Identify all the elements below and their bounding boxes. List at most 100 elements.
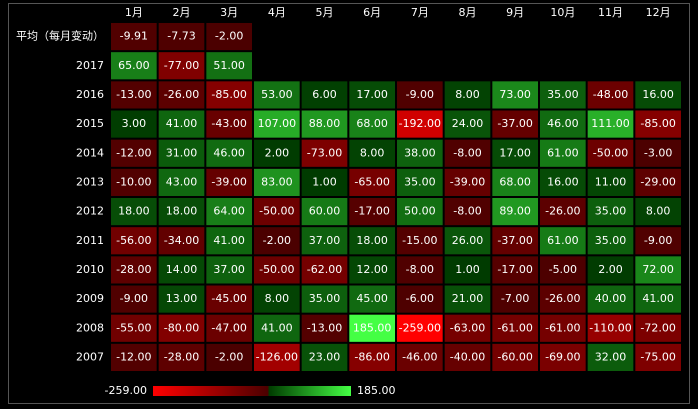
heat-cell	[206, 314, 252, 342]
heat-cell	[158, 227, 205, 255]
cell-label: 38.00	[404, 146, 436, 159]
cell-label: -47.00	[211, 321, 246, 334]
heat-cell	[540, 314, 586, 342]
heat-cell	[301, 227, 348, 255]
row-header: 2007	[76, 350, 104, 363]
heat-cell	[254, 314, 300, 342]
column-header: 7月	[411, 6, 429, 19]
cell-label: -34.00	[164, 234, 199, 247]
heat-cell	[540, 139, 586, 167]
colorbar-min-label: -259.00	[105, 384, 147, 397]
heat-cell	[444, 343, 491, 371]
cell-label: -259.00	[399, 321, 441, 334]
cell-label: -56.00	[116, 234, 151, 247]
cell-label: -15.00	[402, 234, 437, 247]
heat-cell	[254, 343, 300, 371]
heat-cell	[540, 256, 586, 284]
heat-cell	[111, 227, 157, 255]
column-header: 2月	[173, 6, 191, 19]
cell-label: 21.00	[452, 292, 484, 305]
cell-label: -73.00	[307, 146, 342, 159]
cell-label: -7.00	[501, 292, 529, 305]
heat-cell	[111, 139, 157, 167]
cell-label: 68.00	[499, 175, 531, 188]
colorbar-max-label: 185.00	[357, 384, 396, 397]
cell-label: -85.00	[640, 117, 675, 130]
cell-label: 43.00	[166, 175, 198, 188]
cell-label: 23.00	[309, 350, 341, 363]
cell-label: 8.00	[265, 292, 290, 305]
cell-label: -69.00	[545, 350, 580, 363]
cell-label: 1.00	[455, 263, 480, 276]
heat-cell	[206, 168, 252, 196]
cell-label: -5.00	[549, 263, 577, 276]
heat-cell	[635, 285, 681, 313]
heat-cell	[301, 343, 348, 371]
heat-cell	[349, 285, 395, 313]
heat-cell	[492, 139, 538, 167]
heat-cell	[397, 227, 443, 255]
heat-cell	[492, 168, 538, 196]
cell-label: 18.00	[118, 205, 150, 218]
heat-cell	[397, 343, 443, 371]
cell-label: 2.00	[265, 146, 290, 159]
heat-cell	[206, 256, 252, 284]
cell-label: -28.00	[164, 350, 199, 363]
heat-cell	[254, 168, 300, 196]
heat-cell	[492, 81, 538, 109]
cell-label: -77.00	[164, 59, 199, 72]
column-header: 10月	[550, 6, 575, 19]
heat-cell	[158, 52, 205, 80]
heat-cell	[206, 139, 252, 167]
cell-label: 46.00	[547, 117, 579, 130]
row-header: 平均（每月变动）	[16, 29, 104, 43]
cell-label: 13.00	[166, 292, 198, 305]
heat-cell	[492, 110, 538, 138]
heat-cell	[492, 343, 538, 371]
row-header: 2017	[76, 59, 104, 72]
heat-cell	[492, 285, 538, 313]
cell-label: -9.00	[120, 292, 148, 305]
heat-cell	[444, 110, 491, 138]
cell-label: 35.00	[595, 205, 627, 218]
cell-label: -63.00	[450, 321, 485, 334]
row-header: 2012	[76, 205, 104, 218]
heat-cell	[206, 343, 252, 371]
heat-cell	[444, 285, 491, 313]
cell-label: -37.00	[497, 117, 532, 130]
heat-cell	[349, 314, 395, 342]
cell-label: 35.00	[595, 234, 627, 247]
heat-cell	[492, 198, 538, 226]
cell-label: 68.00	[356, 117, 388, 130]
cell-label: 65.00	[118, 59, 150, 72]
row-header: 2010	[76, 263, 104, 276]
cell-label: -61.00	[545, 321, 580, 334]
cell-label: -46.00	[402, 350, 437, 363]
heat-cell	[444, 256, 491, 284]
cell-label: 53.00	[261, 88, 293, 101]
heat-cell	[492, 256, 538, 284]
colorbar	[153, 386, 351, 396]
cell-label: 16.00	[547, 175, 579, 188]
row-header: 2016	[76, 88, 104, 101]
heat-cell	[111, 81, 157, 109]
cell-label: 60.00	[309, 205, 341, 218]
heat-cell	[349, 168, 395, 196]
heat-cell	[111, 168, 157, 196]
frame	[8, 3, 690, 404]
heat-cell	[444, 314, 491, 342]
cell-label: -110.00	[589, 321, 631, 334]
heat-cell	[254, 227, 300, 255]
cell-label: -72.00	[640, 321, 675, 334]
heat-cell	[587, 198, 634, 226]
cell-label: -26.00	[545, 292, 580, 305]
column-header: 8月	[459, 6, 477, 19]
row-header: 2011	[76, 234, 104, 247]
cell-label: -86.00	[354, 350, 389, 363]
cell-label: -26.00	[164, 88, 199, 101]
heat-cell	[587, 139, 634, 167]
cell-label: 61.00	[547, 234, 579, 247]
heat-cell	[158, 168, 205, 196]
heat-cell	[540, 168, 586, 196]
heat-cell	[206, 198, 252, 226]
